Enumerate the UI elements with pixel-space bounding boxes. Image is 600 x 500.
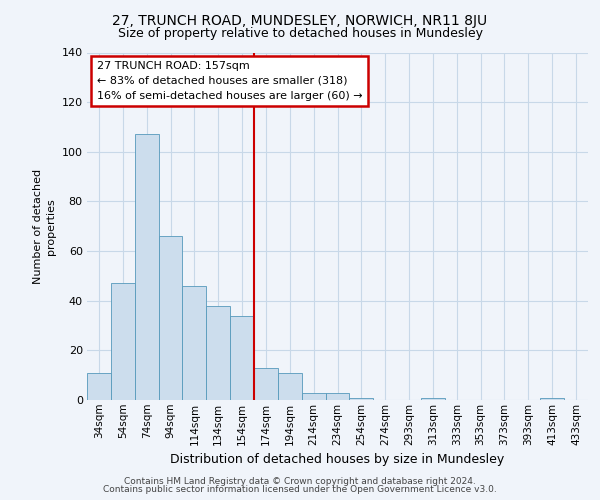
Bar: [349, 398, 373, 400]
Bar: [206, 306, 230, 400]
Bar: [135, 134, 158, 400]
Text: 27, TRUNCH ROAD, MUNDESLEY, NORWICH, NR11 8JU: 27, TRUNCH ROAD, MUNDESLEY, NORWICH, NR1…: [112, 14, 488, 28]
X-axis label: Distribution of detached houses by size in Mundesley: Distribution of detached houses by size …: [170, 453, 505, 466]
Bar: [87, 372, 111, 400]
Bar: [421, 398, 445, 400]
Y-axis label: Number of detached
properties: Number of detached properties: [33, 168, 56, 284]
Bar: [326, 392, 349, 400]
Bar: [254, 368, 278, 400]
Bar: [158, 236, 182, 400]
Bar: [302, 392, 326, 400]
Bar: [230, 316, 254, 400]
Bar: [540, 398, 564, 400]
Text: Contains HM Land Registry data © Crown copyright and database right 2024.: Contains HM Land Registry data © Crown c…: [124, 477, 476, 486]
Bar: [182, 286, 206, 400]
Text: 27 TRUNCH ROAD: 157sqm
← 83% of detached houses are smaller (318)
16% of semi-de: 27 TRUNCH ROAD: 157sqm ← 83% of detached…: [97, 61, 362, 101]
Bar: [278, 372, 302, 400]
Bar: [111, 284, 135, 400]
Text: Contains public sector information licensed under the Open Government Licence v3: Contains public sector information licen…: [103, 485, 497, 494]
Text: Size of property relative to detached houses in Mundesley: Size of property relative to detached ho…: [118, 28, 482, 40]
